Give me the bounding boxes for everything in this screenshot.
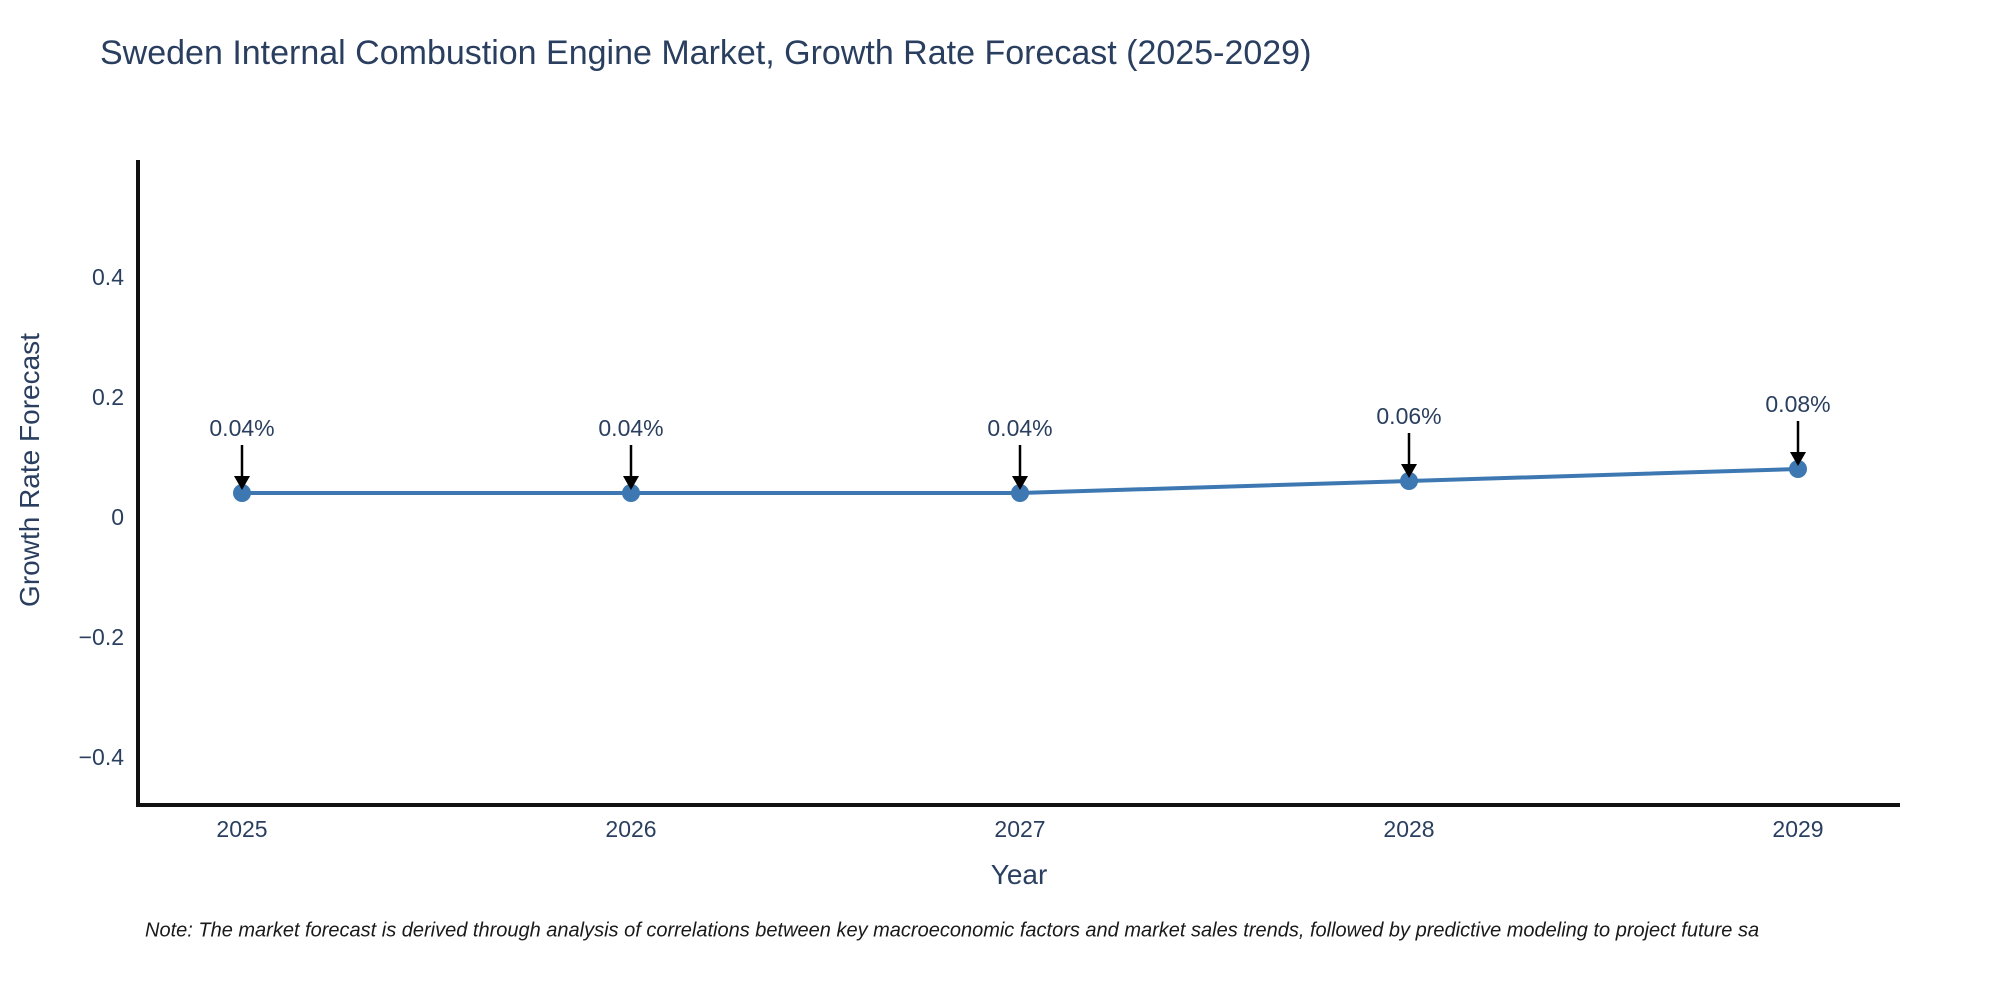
point-label: 0.08% bbox=[1765, 391, 1830, 417]
point-label: 0.04% bbox=[598, 415, 663, 441]
data-point bbox=[622, 484, 640, 502]
y-tick-label: 0.4 bbox=[92, 264, 124, 290]
x-tick-label: 2027 bbox=[994, 816, 1045, 842]
point-label: 0.06% bbox=[1376, 403, 1441, 429]
x-tick-label: 2026 bbox=[605, 816, 656, 842]
y-tick-label: −0.4 bbox=[79, 744, 125, 770]
data-point bbox=[1789, 460, 1807, 478]
y-axis-title: Growth Rate Forecast bbox=[14, 333, 45, 607]
data-point bbox=[1011, 484, 1029, 502]
x-tick-label: 2028 bbox=[1383, 816, 1434, 842]
y-tick-label: 0 bbox=[111, 504, 124, 530]
x-tick-label: 2029 bbox=[1772, 816, 1823, 842]
x-tick-label: 2025 bbox=[216, 816, 267, 842]
y-tick-label: 0.2 bbox=[92, 384, 124, 410]
x-axis-title: Year bbox=[990, 859, 1048, 890]
annotation-arrowhead bbox=[1012, 476, 1028, 490]
annotation-arrowhead bbox=[623, 476, 639, 490]
data-point bbox=[1400, 472, 1418, 490]
annotation-arrowhead bbox=[1401, 464, 1417, 478]
annotation-arrowhead bbox=[1790, 452, 1806, 466]
point-label: 0.04% bbox=[209, 415, 274, 441]
point-label: 0.04% bbox=[987, 415, 1052, 441]
data-point bbox=[233, 484, 251, 502]
y-tick-label: −0.2 bbox=[79, 624, 124, 650]
chart-title: Sweden Internal Combustion Engine Market… bbox=[100, 34, 1312, 72]
annotation-arrowhead bbox=[234, 476, 250, 490]
footnote: Note: The market forecast is derived thr… bbox=[145, 919, 1760, 942]
